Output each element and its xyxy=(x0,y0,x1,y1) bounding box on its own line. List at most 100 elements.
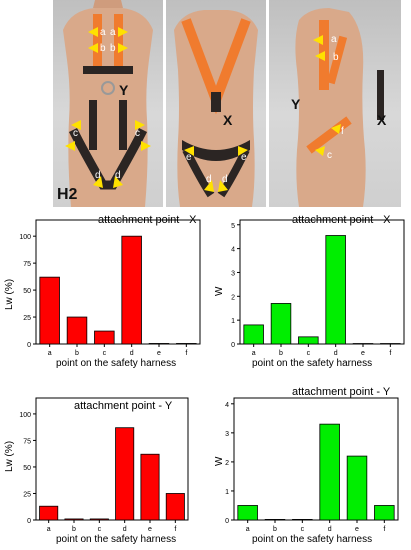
point-marker: b xyxy=(100,43,106,54)
x-tick-label: a xyxy=(47,526,51,533)
x-tick-label: c xyxy=(301,526,305,533)
point-marker: c xyxy=(327,150,332,161)
chart-w-attachment-y: attachment point - Y W point on the safe… xyxy=(206,382,411,550)
point-marker: c xyxy=(135,128,140,139)
attachment-label-x: X xyxy=(377,112,387,128)
chart-lw-attachment-y: attachment point - Y Lw (%) point on the… xyxy=(0,382,205,550)
point-marker: a xyxy=(100,27,106,38)
x-tick-label: d xyxy=(328,526,332,533)
x-tick-label: f xyxy=(389,350,391,357)
bar-c xyxy=(94,330,115,345)
y-tick-label: 0 xyxy=(231,342,235,349)
bar-c xyxy=(298,336,319,345)
plot-frame xyxy=(239,219,405,345)
x-tick-label: f xyxy=(174,526,176,533)
bar-a xyxy=(39,276,60,345)
chart-title: attachment point - Y xyxy=(74,400,173,412)
point-marker: b xyxy=(333,52,339,63)
point-marker: d xyxy=(95,170,101,181)
bar-c xyxy=(89,518,109,521)
x-tick-label: a xyxy=(252,350,256,357)
y-tick-label: 100 xyxy=(19,412,31,419)
bar-e xyxy=(346,455,368,521)
x-axis-label: point on the safety harness xyxy=(56,358,177,369)
bar-f xyxy=(176,343,197,345)
point-marker: d xyxy=(115,170,121,181)
point-marker: f xyxy=(341,126,344,137)
bar-chart-plot: 0 1 2 3 4 a b c d e f xyxy=(225,397,399,533)
y-tick-label: 0 xyxy=(225,518,229,525)
y-tick-label: 25 xyxy=(23,491,31,498)
y-tick-label: 50 xyxy=(23,465,31,472)
bar-b xyxy=(66,316,88,345)
x-tick-label: c xyxy=(98,526,102,533)
plot-frame xyxy=(35,397,189,521)
bar-d xyxy=(319,423,340,521)
x-tick-label: e xyxy=(157,350,161,357)
bar-a xyxy=(243,324,264,345)
bar-chart-plot: 0 25 50 75 100 a b c d e f xyxy=(19,397,189,533)
bar-b xyxy=(64,518,84,521)
bar-b xyxy=(270,303,292,345)
y-tick-label: 4 xyxy=(225,402,229,409)
y-tick-label: 1 xyxy=(225,489,229,496)
x-tick-label: b xyxy=(279,350,283,357)
bar-f xyxy=(165,493,185,521)
y-tick-label: 2 xyxy=(231,294,235,301)
bar-a xyxy=(39,505,59,521)
photo-divider xyxy=(266,0,269,207)
harness-front-photo: a a b b c c d d Y H2 xyxy=(53,0,163,207)
point-marker: c xyxy=(73,128,78,139)
bar-chart-plot: 0 25 50 75 100 a b c d e f xyxy=(19,219,201,357)
x-tick-label: e xyxy=(148,526,152,533)
bar-f xyxy=(374,505,395,521)
bar-e xyxy=(140,453,160,521)
plot-frame xyxy=(35,219,201,345)
front-mannequin-illustration: a a b b c c d d xyxy=(63,0,153,207)
point-marker: d xyxy=(222,174,228,185)
point-marker: d xyxy=(206,174,212,185)
bar-a xyxy=(237,505,258,521)
harness-side-photo: a b f c Y X xyxy=(269,0,401,207)
side-mannequin-illustration: a b f c xyxy=(295,8,384,207)
attachment-label-x: X xyxy=(223,112,233,128)
y-tick-label: 25 xyxy=(23,315,31,322)
x-axis-label: point on the safety harness xyxy=(56,534,177,545)
plot-frame xyxy=(233,397,399,521)
y-tick-label: 75 xyxy=(23,261,31,268)
chart-title: attachment point - Y xyxy=(292,386,391,398)
x-tick-label: f xyxy=(185,350,187,357)
chart-lw-attachment-x: attachment point - X Lw (%) point on the… xyxy=(0,210,205,380)
x-tick-label: d xyxy=(334,350,338,357)
y-tick-label: 100 xyxy=(19,234,31,241)
x-tick-label: f xyxy=(383,526,385,533)
point-marker: b xyxy=(110,43,116,54)
y-tick-label: 0 xyxy=(27,518,31,525)
y-tick-label: 3 xyxy=(225,431,229,438)
x-axis-label: point on the safety harness xyxy=(252,358,373,369)
photo-label: H2 xyxy=(57,186,78,203)
x-tick-label: d xyxy=(130,350,134,357)
x-tick-label: b xyxy=(75,350,79,357)
x-tick-label: c xyxy=(307,350,311,357)
point-marker: e xyxy=(186,152,192,163)
x-tick-label: a xyxy=(48,350,52,357)
back-mannequin-illustration: e e d d xyxy=(174,10,258,207)
bar-d xyxy=(121,235,142,345)
y-tick-label: 75 xyxy=(23,438,31,445)
x-tick-label: d xyxy=(123,526,127,533)
point-marker: e xyxy=(241,152,247,163)
attachment-label-y: Y xyxy=(119,82,129,98)
photo-divider xyxy=(163,0,166,207)
chart-w-attachment-x: attachment point - X W point on the safe… xyxy=(206,210,411,380)
harness-photo-strip: a a b b c c d d Y H2 e xyxy=(53,0,401,207)
bar-e xyxy=(148,343,170,345)
point-marker: a xyxy=(331,34,337,45)
y-tick-label: 1 xyxy=(231,318,235,325)
x-tick-label: b xyxy=(72,526,76,533)
y-tick-label: 2 xyxy=(225,460,229,467)
x-tick-label: e xyxy=(361,350,365,357)
x-tick-label: a xyxy=(246,526,250,533)
bar-chart-plot: 0 1 2 3 4 5 a b c d e f xyxy=(231,219,405,357)
x-axis-label: point on the safety harness xyxy=(252,534,373,545)
